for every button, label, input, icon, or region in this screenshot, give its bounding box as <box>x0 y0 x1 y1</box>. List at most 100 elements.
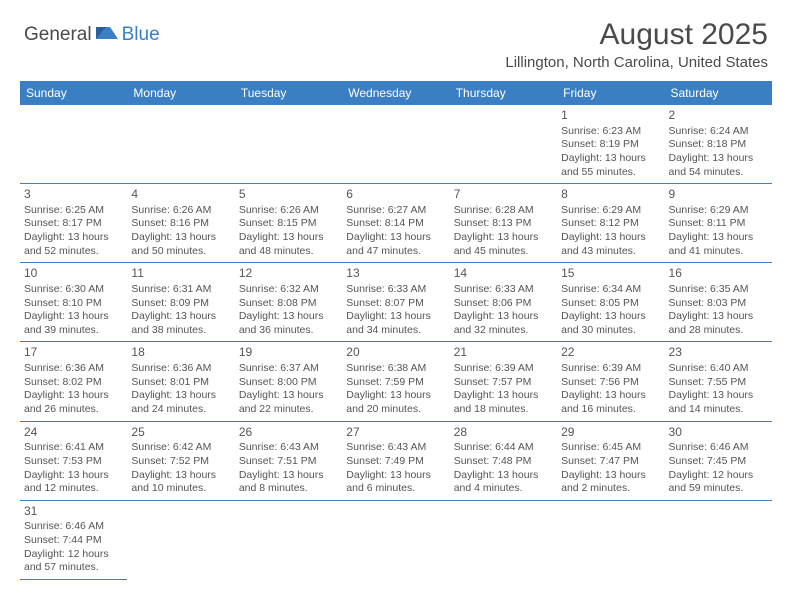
calendar-cell: 6Sunrise: 6:27 AMSunset: 8:14 PMDaylight… <box>342 184 449 263</box>
calendar-cell <box>127 500 234 579</box>
info-line: Sunset: 8:01 PM <box>131 376 230 390</box>
calendar-cell: 18Sunrise: 6:36 AMSunset: 8:01 PMDayligh… <box>127 342 234 421</box>
info-line: and 38 minutes. <box>131 324 230 338</box>
info-line: Sunset: 7:51 PM <box>239 455 338 469</box>
info-line: Sunset: 7:56 PM <box>561 376 660 390</box>
calendar-cell: 1Sunrise: 6:23 AMSunset: 8:19 PMDaylight… <box>557 105 664 184</box>
day-info: Sunrise: 6:39 AMSunset: 7:57 PMDaylight:… <box>454 362 553 417</box>
info-line: Sunrise: 6:39 AM <box>561 362 660 376</box>
info-line: Sunrise: 6:36 AM <box>24 362 123 376</box>
info-line: Daylight: 13 hours <box>239 231 338 245</box>
calendar-cell <box>665 500 772 579</box>
info-line: and 14 minutes. <box>669 403 768 417</box>
info-line: Sunrise: 6:33 AM <box>346 283 445 297</box>
day-info: Sunrise: 6:29 AMSunset: 8:11 PMDaylight:… <box>669 204 768 259</box>
day-info: Sunrise: 6:41 AMSunset: 7:53 PMDaylight:… <box>24 441 123 496</box>
info-line: Sunset: 7:59 PM <box>346 376 445 390</box>
day-info: Sunrise: 6:30 AMSunset: 8:10 PMDaylight:… <box>24 283 123 338</box>
info-line: Daylight: 13 hours <box>24 469 123 483</box>
info-line: Daylight: 13 hours <box>131 310 230 324</box>
info-line: Sunrise: 6:46 AM <box>24 520 123 534</box>
calendar-cell: 14Sunrise: 6:33 AMSunset: 8:06 PMDayligh… <box>450 263 557 342</box>
calendar-cell: 23Sunrise: 6:40 AMSunset: 7:55 PMDayligh… <box>665 342 772 421</box>
info-line: Sunset: 8:05 PM <box>561 297 660 311</box>
calendar-cell: 21Sunrise: 6:39 AMSunset: 7:57 PMDayligh… <box>450 342 557 421</box>
info-line: and 26 minutes. <box>24 403 123 417</box>
calendar-body: 1Sunrise: 6:23 AMSunset: 8:19 PMDaylight… <box>20 105 772 579</box>
info-line: Sunrise: 6:30 AM <box>24 283 123 297</box>
info-line: Daylight: 13 hours <box>131 231 230 245</box>
info-line: Sunset: 8:12 PM <box>561 217 660 231</box>
day-number: 17 <box>24 345 123 361</box>
day-number: 13 <box>346 266 445 282</box>
info-line: and 48 minutes. <box>239 245 338 259</box>
logo: General Blue <box>24 24 160 46</box>
day-info: Sunrise: 6:44 AMSunset: 7:48 PMDaylight:… <box>454 441 553 496</box>
calendar-cell: 15Sunrise: 6:34 AMSunset: 8:05 PMDayligh… <box>557 263 664 342</box>
info-line: Daylight: 13 hours <box>131 469 230 483</box>
calendar-cell <box>342 105 449 184</box>
calendar-cell: 7Sunrise: 6:28 AMSunset: 8:13 PMDaylight… <box>450 184 557 263</box>
day-number: 10 <box>24 266 123 282</box>
calendar-cell <box>127 105 234 184</box>
dayname-header: Wednesday <box>342 81 449 105</box>
calendar-cell <box>235 500 342 579</box>
info-line: Daylight: 13 hours <box>561 231 660 245</box>
calendar-table: SundayMondayTuesdayWednesdayThursdayFrid… <box>20 81 772 580</box>
day-number: 16 <box>669 266 768 282</box>
info-line: Sunrise: 6:26 AM <box>131 204 230 218</box>
day-number: 30 <box>669 425 768 441</box>
calendar-cell <box>235 105 342 184</box>
info-line: Sunset: 8:16 PM <box>131 217 230 231</box>
info-line: and 59 minutes. <box>669 482 768 496</box>
info-line: Daylight: 13 hours <box>346 469 445 483</box>
calendar-cell: 4Sunrise: 6:26 AMSunset: 8:16 PMDaylight… <box>127 184 234 263</box>
day-number: 8 <box>561 187 660 203</box>
header: General Blue August 2025 Lillington, Nor… <box>0 0 792 75</box>
day-number: 24 <box>24 425 123 441</box>
info-line: Sunrise: 6:42 AM <box>131 441 230 455</box>
day-info: Sunrise: 6:37 AMSunset: 8:00 PMDaylight:… <box>239 362 338 417</box>
dayname-header: Monday <box>127 81 234 105</box>
day-info: Sunrise: 6:34 AMSunset: 8:05 PMDaylight:… <box>561 283 660 338</box>
info-line: Sunset: 8:08 PM <box>239 297 338 311</box>
calendar-cell: 11Sunrise: 6:31 AMSunset: 8:09 PMDayligh… <box>127 263 234 342</box>
day-number: 19 <box>239 345 338 361</box>
day-number: 4 <box>131 187 230 203</box>
dayname-header: Saturday <box>665 81 772 105</box>
day-number: 26 <box>239 425 338 441</box>
info-line: Sunset: 8:00 PM <box>239 376 338 390</box>
calendar-week: 24Sunrise: 6:41 AMSunset: 7:53 PMDayligh… <box>20 421 772 500</box>
info-line: Daylight: 13 hours <box>24 389 123 403</box>
day-info: Sunrise: 6:43 AMSunset: 7:49 PMDaylight:… <box>346 441 445 496</box>
info-line: and 10 minutes. <box>131 482 230 496</box>
info-line: Sunset: 8:18 PM <box>669 138 768 152</box>
info-line: Daylight: 13 hours <box>346 231 445 245</box>
info-line: Sunset: 7:57 PM <box>454 376 553 390</box>
info-line: Daylight: 12 hours <box>669 469 768 483</box>
day-info: Sunrise: 6:36 AMSunset: 8:01 PMDaylight:… <box>131 362 230 417</box>
dayname-header: Tuesday <box>235 81 342 105</box>
info-line: and 47 minutes. <box>346 245 445 259</box>
day-info: Sunrise: 6:35 AMSunset: 8:03 PMDaylight:… <box>669 283 768 338</box>
day-number: 27 <box>346 425 445 441</box>
info-line: Sunrise: 6:32 AM <box>239 283 338 297</box>
info-line: and 20 minutes. <box>346 403 445 417</box>
info-line: and 32 minutes. <box>454 324 553 338</box>
info-line: Sunrise: 6:31 AM <box>131 283 230 297</box>
calendar-cell: 8Sunrise: 6:29 AMSunset: 8:12 PMDaylight… <box>557 184 664 263</box>
logo-text-2: Blue <box>122 24 160 46</box>
day-info: Sunrise: 6:39 AMSunset: 7:56 PMDaylight:… <box>561 362 660 417</box>
info-line: and 36 minutes. <box>239 324 338 338</box>
info-line: and 2 minutes. <box>561 482 660 496</box>
calendar-cell: 3Sunrise: 6:25 AMSunset: 8:17 PMDaylight… <box>20 184 127 263</box>
calendar-cell: 13Sunrise: 6:33 AMSunset: 8:07 PMDayligh… <box>342 263 449 342</box>
calendar-cell: 25Sunrise: 6:42 AMSunset: 7:52 PMDayligh… <box>127 421 234 500</box>
dayname-header: Sunday <box>20 81 127 105</box>
info-line: Sunrise: 6:24 AM <box>669 125 768 139</box>
info-line: Sunrise: 6:23 AM <box>561 125 660 139</box>
info-line: Daylight: 13 hours <box>346 310 445 324</box>
dayname-header: Thursday <box>450 81 557 105</box>
info-line: Daylight: 13 hours <box>454 469 553 483</box>
month-title: August 2025 <box>505 18 768 52</box>
